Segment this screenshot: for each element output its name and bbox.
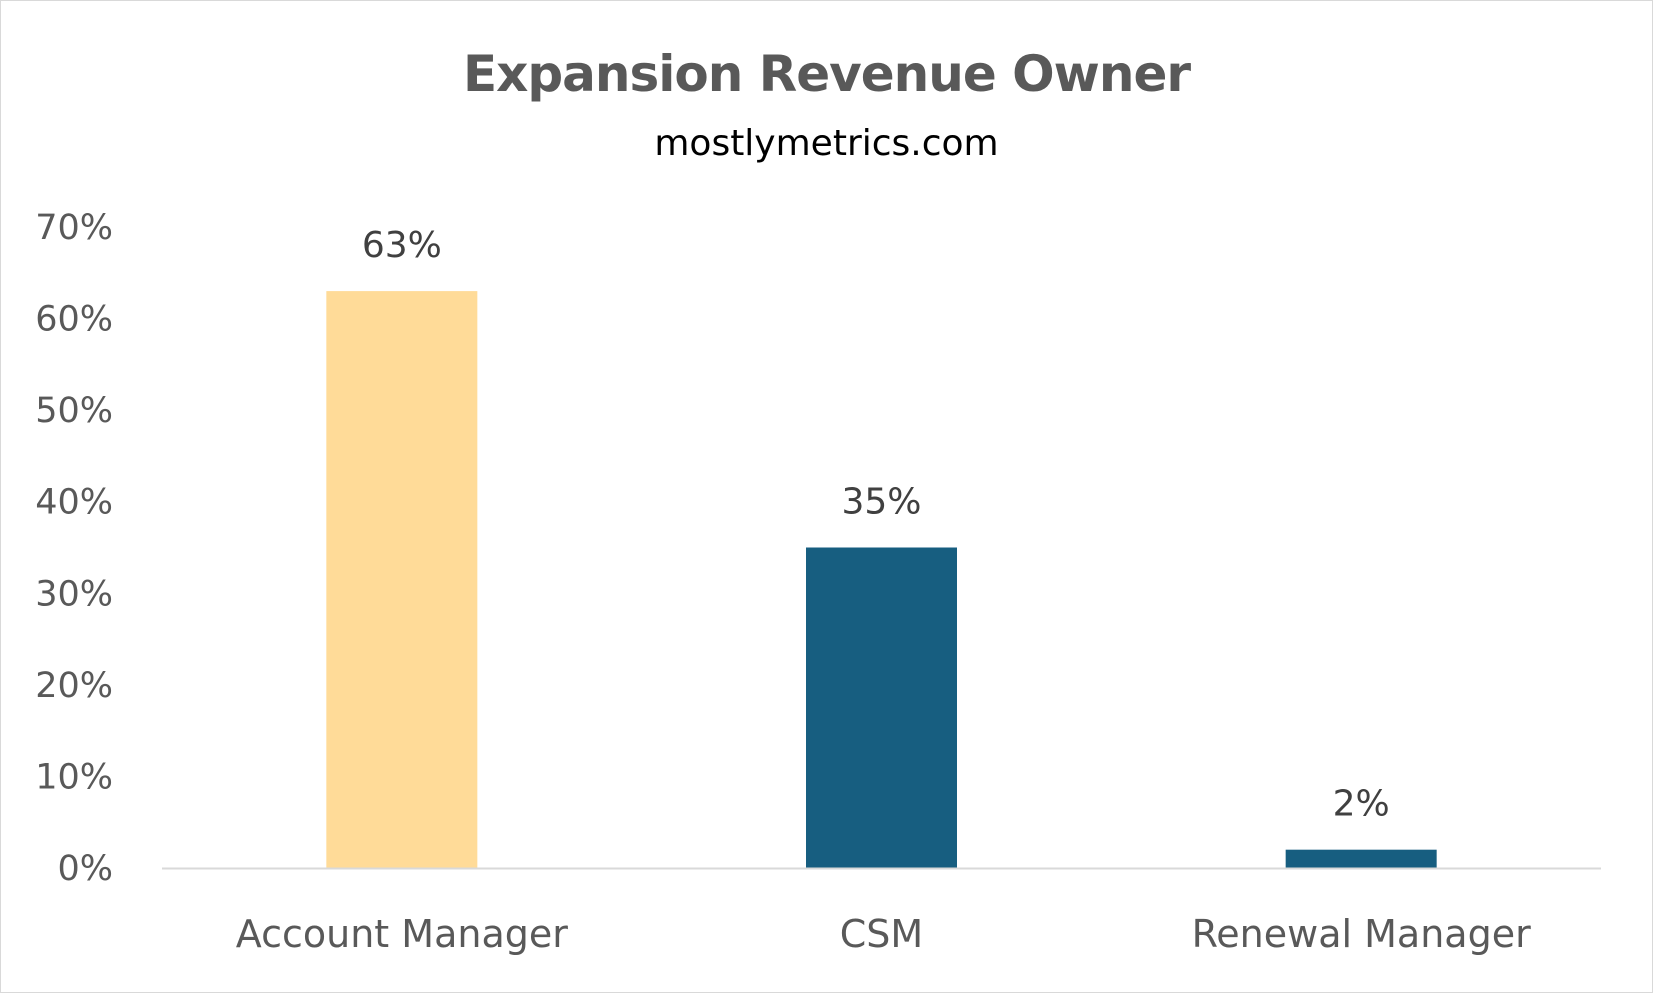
- x-axis: Account Manager CSM Renewal Manager: [162, 867, 1601, 956]
- y-tick-label: 30%: [35, 574, 113, 614]
- data-label: 35%: [841, 482, 921, 523]
- bar-account-manager: [326, 291, 478, 869]
- chart-title: Expansion Revenue Owner: [462, 45, 1191, 103]
- y-tick-label: 50%: [35, 391, 113, 431]
- bar-series: [326, 291, 1437, 869]
- y-tick-label: 60%: [35, 300, 113, 340]
- y-tick-label: 10%: [35, 757, 113, 797]
- data-label: 63%: [362, 225, 442, 266]
- data-labels: 63% 35% 2%: [362, 225, 1390, 825]
- y-tick-label: 70%: [35, 208, 113, 248]
- x-category-label: Renewal Manager: [1192, 912, 1531, 956]
- bar-csm: [806, 547, 957, 868]
- x-category-label: CSM: [840, 912, 923, 956]
- data-label: 2%: [1333, 784, 1390, 825]
- chart-subtitle: mostlymetrics.com: [654, 123, 999, 164]
- bar-renewal-manager: [1285, 849, 1437, 868]
- y-tick-label: 40%: [35, 483, 113, 523]
- x-category-label: Account Manager: [236, 912, 568, 956]
- y-tick-label: 0%: [57, 849, 113, 889]
- y-axis: 0% 10% 20% 30% 40% 50% 60% 70%: [35, 208, 113, 889]
- y-tick-label: 20%: [35, 666, 113, 706]
